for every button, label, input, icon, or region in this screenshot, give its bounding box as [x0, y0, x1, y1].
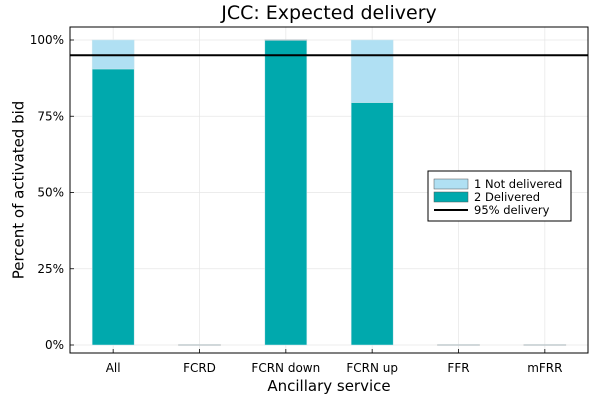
ticks-layer: 0% 25% 50% 75% 100% All FCRD FCRN down FCRN up FF…	[30, 33, 563, 375]
y-tick-label: 100%	[30, 33, 64, 47]
x-tick-label: mFRR	[527, 361, 562, 375]
y-tick-label: 0%	[45, 338, 64, 352]
plot-frame	[69, 26, 589, 354]
y-axis-title: Percent of activated bid	[9, 101, 27, 280]
x-axis-title: Ancillary service	[267, 377, 390, 395]
y-tick-label: 25%	[37, 262, 64, 276]
bar-2-delivered-all	[91, 68, 135, 346]
legend-label-delivered: 2 Delivered	[474, 190, 540, 204]
bar-1-not-delivered-mfrr	[523, 344, 567, 346]
y-tick-label: 75%	[37, 109, 64, 123]
bar-2-delivered-fcrn-down	[264, 39, 308, 346]
bar-2-delivered-fcrn-up	[350, 102, 394, 346]
bar-1-not-delivered-fcrn-down	[264, 39, 308, 41]
legend-swatch-delivered	[433, 191, 469, 203]
x-tick-label: FFR	[447, 361, 469, 375]
legend-swatch-not-delivered	[433, 178, 469, 190]
bar-1-not-delivered-fcrd	[178, 344, 221, 346]
legend-label-not-delivered: 1 Not delivered	[474, 177, 562, 191]
bars-layer	[91, 39, 567, 346]
legend: 1 Not delivered 2 Delivered 95% delivery	[427, 170, 572, 222]
bar-1-not-delivered-ffr	[437, 344, 480, 346]
y-tick-label: 50%	[37, 186, 64, 200]
x-tick-label: FCRN down	[251, 361, 320, 375]
chart-title: JCC: Expected delivery	[220, 2, 437, 24]
x-tick-label: FCRN up	[346, 361, 398, 375]
legend-label-95-delivery: 95% delivery	[474, 203, 550, 217]
bar-1-not-delivered-fcrn-up	[350, 39, 394, 103]
x-tick-label: All	[106, 361, 121, 375]
x-tick-label: FCRD	[183, 361, 216, 375]
